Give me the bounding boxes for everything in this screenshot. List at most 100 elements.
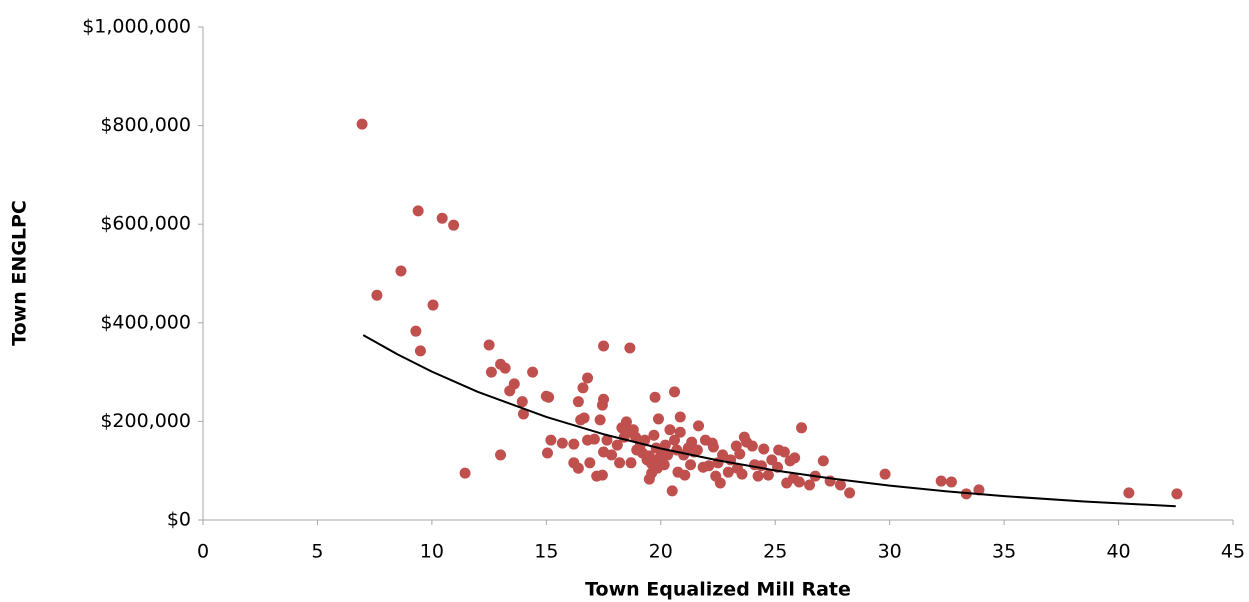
scatter-point bbox=[459, 467, 471, 479]
scatter-point bbox=[844, 487, 856, 499]
scatter-point bbox=[652, 413, 664, 425]
scatter-point bbox=[649, 391, 661, 403]
scatter-point bbox=[614, 457, 626, 469]
x-tick-label: 10 bbox=[420, 541, 444, 563]
x-tick-label: 45 bbox=[1221, 541, 1245, 563]
scatter-point bbox=[412, 205, 424, 217]
scatter-point bbox=[691, 444, 703, 456]
scatter-point bbox=[516, 396, 528, 408]
scatter-point bbox=[789, 452, 801, 464]
scatter-point bbox=[371, 289, 383, 301]
scatter-point bbox=[879, 468, 891, 480]
scatter-point bbox=[527, 366, 539, 378]
scatter-point bbox=[606, 449, 618, 461]
scatter-point bbox=[973, 484, 985, 496]
x-tick-label: 25 bbox=[763, 541, 787, 563]
scatter-point bbox=[793, 476, 805, 488]
y-axis-title: Town ENGLPC bbox=[9, 200, 31, 346]
scatter-point bbox=[945, 476, 957, 488]
scatter-point bbox=[625, 457, 637, 469]
scatter-point bbox=[556, 437, 568, 449]
scatter-point bbox=[674, 411, 686, 423]
scatter-point bbox=[664, 424, 676, 436]
scatter-point bbox=[734, 448, 746, 460]
scatter-point bbox=[620, 416, 632, 428]
scatter-point bbox=[658, 459, 670, 471]
scatter-point bbox=[624, 342, 636, 354]
scatter-point bbox=[572, 462, 584, 474]
x-tick-label: 5 bbox=[311, 541, 323, 563]
scatter-point bbox=[766, 454, 778, 466]
scatter-point bbox=[714, 477, 726, 489]
scatter-point bbox=[762, 469, 774, 481]
scatter-point bbox=[666, 485, 678, 497]
x-tick-label: 40 bbox=[1106, 541, 1130, 563]
scatter-point bbox=[485, 366, 497, 378]
y-tick-label: $200,000 bbox=[100, 410, 191, 432]
scatter-point bbox=[356, 118, 368, 130]
scatter-point bbox=[722, 466, 734, 478]
y-tick-label: $400,000 bbox=[100, 311, 191, 333]
scatter-point bbox=[541, 447, 553, 459]
scatter-point bbox=[685, 459, 697, 471]
scatter-point bbox=[578, 412, 590, 424]
x-tick-label: 30 bbox=[878, 541, 902, 563]
scatter-point bbox=[674, 426, 686, 438]
trendline bbox=[362, 334, 1176, 508]
scatter-point bbox=[598, 393, 610, 405]
scatter-point bbox=[588, 433, 600, 445]
x-tick-label: 35 bbox=[992, 541, 1016, 563]
scatter-point bbox=[707, 441, 719, 453]
scatter-point bbox=[834, 479, 846, 491]
y-tick-label: $600,000 bbox=[100, 213, 191, 235]
scatter-point bbox=[427, 299, 439, 311]
scatter-point bbox=[758, 443, 770, 455]
scatter-point bbox=[596, 469, 608, 481]
scatter-point bbox=[436, 212, 448, 224]
scatter-point bbox=[736, 468, 748, 480]
x-tick-label: 15 bbox=[534, 541, 558, 563]
scatter-point bbox=[594, 414, 606, 426]
scatter-point bbox=[448, 219, 460, 231]
x-axis-title: Town Equalized Mill Rate bbox=[585, 579, 851, 601]
scatter-point bbox=[598, 340, 610, 352]
scatter-point bbox=[568, 438, 580, 450]
scatter-point bbox=[495, 449, 507, 461]
scatter-point bbox=[483, 339, 495, 351]
scatter-point bbox=[752, 470, 764, 482]
scatter-point bbox=[717, 449, 729, 461]
y-tick-label: $1,000,000 bbox=[82, 16, 191, 38]
scatter-point bbox=[778, 446, 790, 458]
scatter-point bbox=[572, 396, 584, 408]
scatter-point bbox=[693, 420, 705, 432]
x-tick-label: 20 bbox=[649, 541, 673, 563]
scatter-point bbox=[410, 325, 422, 337]
scatter-point bbox=[508, 378, 520, 390]
scatter-point bbox=[703, 460, 715, 472]
scatter-point bbox=[601, 434, 613, 446]
scatter-point bbox=[669, 434, 681, 446]
scatter-point bbox=[577, 382, 589, 394]
x-tick-label: 0 bbox=[197, 541, 209, 563]
scatter-point bbox=[545, 434, 557, 446]
scatter-point bbox=[611, 439, 623, 451]
scatter-point bbox=[796, 422, 808, 434]
scatter-point bbox=[935, 475, 947, 487]
y-tick-label: $800,000 bbox=[100, 114, 191, 136]
scatter-point bbox=[395, 265, 407, 277]
scatter-point bbox=[584, 457, 596, 469]
scatter-point bbox=[1123, 487, 1135, 499]
scatter-point bbox=[662, 449, 674, 461]
scatter-point bbox=[648, 429, 660, 441]
scatter-point bbox=[669, 386, 681, 398]
scatter-point bbox=[414, 345, 426, 357]
scatter-point bbox=[517, 408, 529, 420]
scatter-point bbox=[499, 362, 511, 374]
scatter-point bbox=[679, 469, 691, 481]
scatter-point bbox=[659, 439, 671, 451]
scatter-point bbox=[804, 479, 816, 491]
scatter-point bbox=[1171, 488, 1183, 500]
scatter-point bbox=[746, 440, 758, 452]
scatter-point bbox=[543, 391, 555, 403]
